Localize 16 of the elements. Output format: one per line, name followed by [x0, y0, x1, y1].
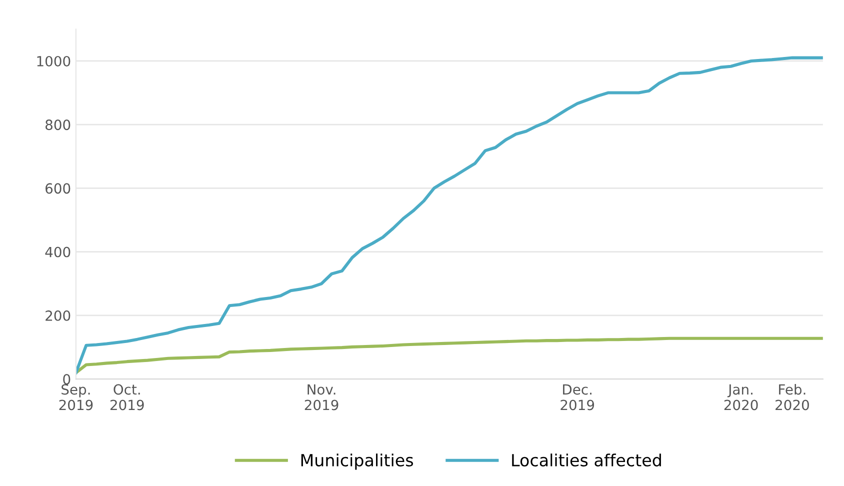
y-tick-label: 1000: [37, 56, 70, 66]
y-tick-label: 400: [45, 246, 70, 258]
legend-label: Municipalities: [301, 454, 414, 470]
legend-label: Localities affected: [512, 454, 661, 466]
y-tick-label: 200: [46, 310, 70, 321]
y-tick-label: 0: [63, 374, 70, 385]
x-tick-label: Jan. 2020: [724, 384, 758, 410]
y-tick-label: 600: [46, 183, 70, 194]
x-tick-label: Oct. 2019: [110, 384, 144, 410]
y-tick-label: 800: [46, 120, 70, 130]
x-tick-label: Nov. 2019: [304, 384, 338, 410]
line-series: [76, 56, 823, 374]
line-series: [76, 336, 823, 374]
x-tick-label: Dec. 2019: [560, 384, 594, 410]
x-tick-label: Sep. 2019: [59, 384, 93, 410]
x-tick-label: Feb. 2020: [776, 384, 809, 410]
